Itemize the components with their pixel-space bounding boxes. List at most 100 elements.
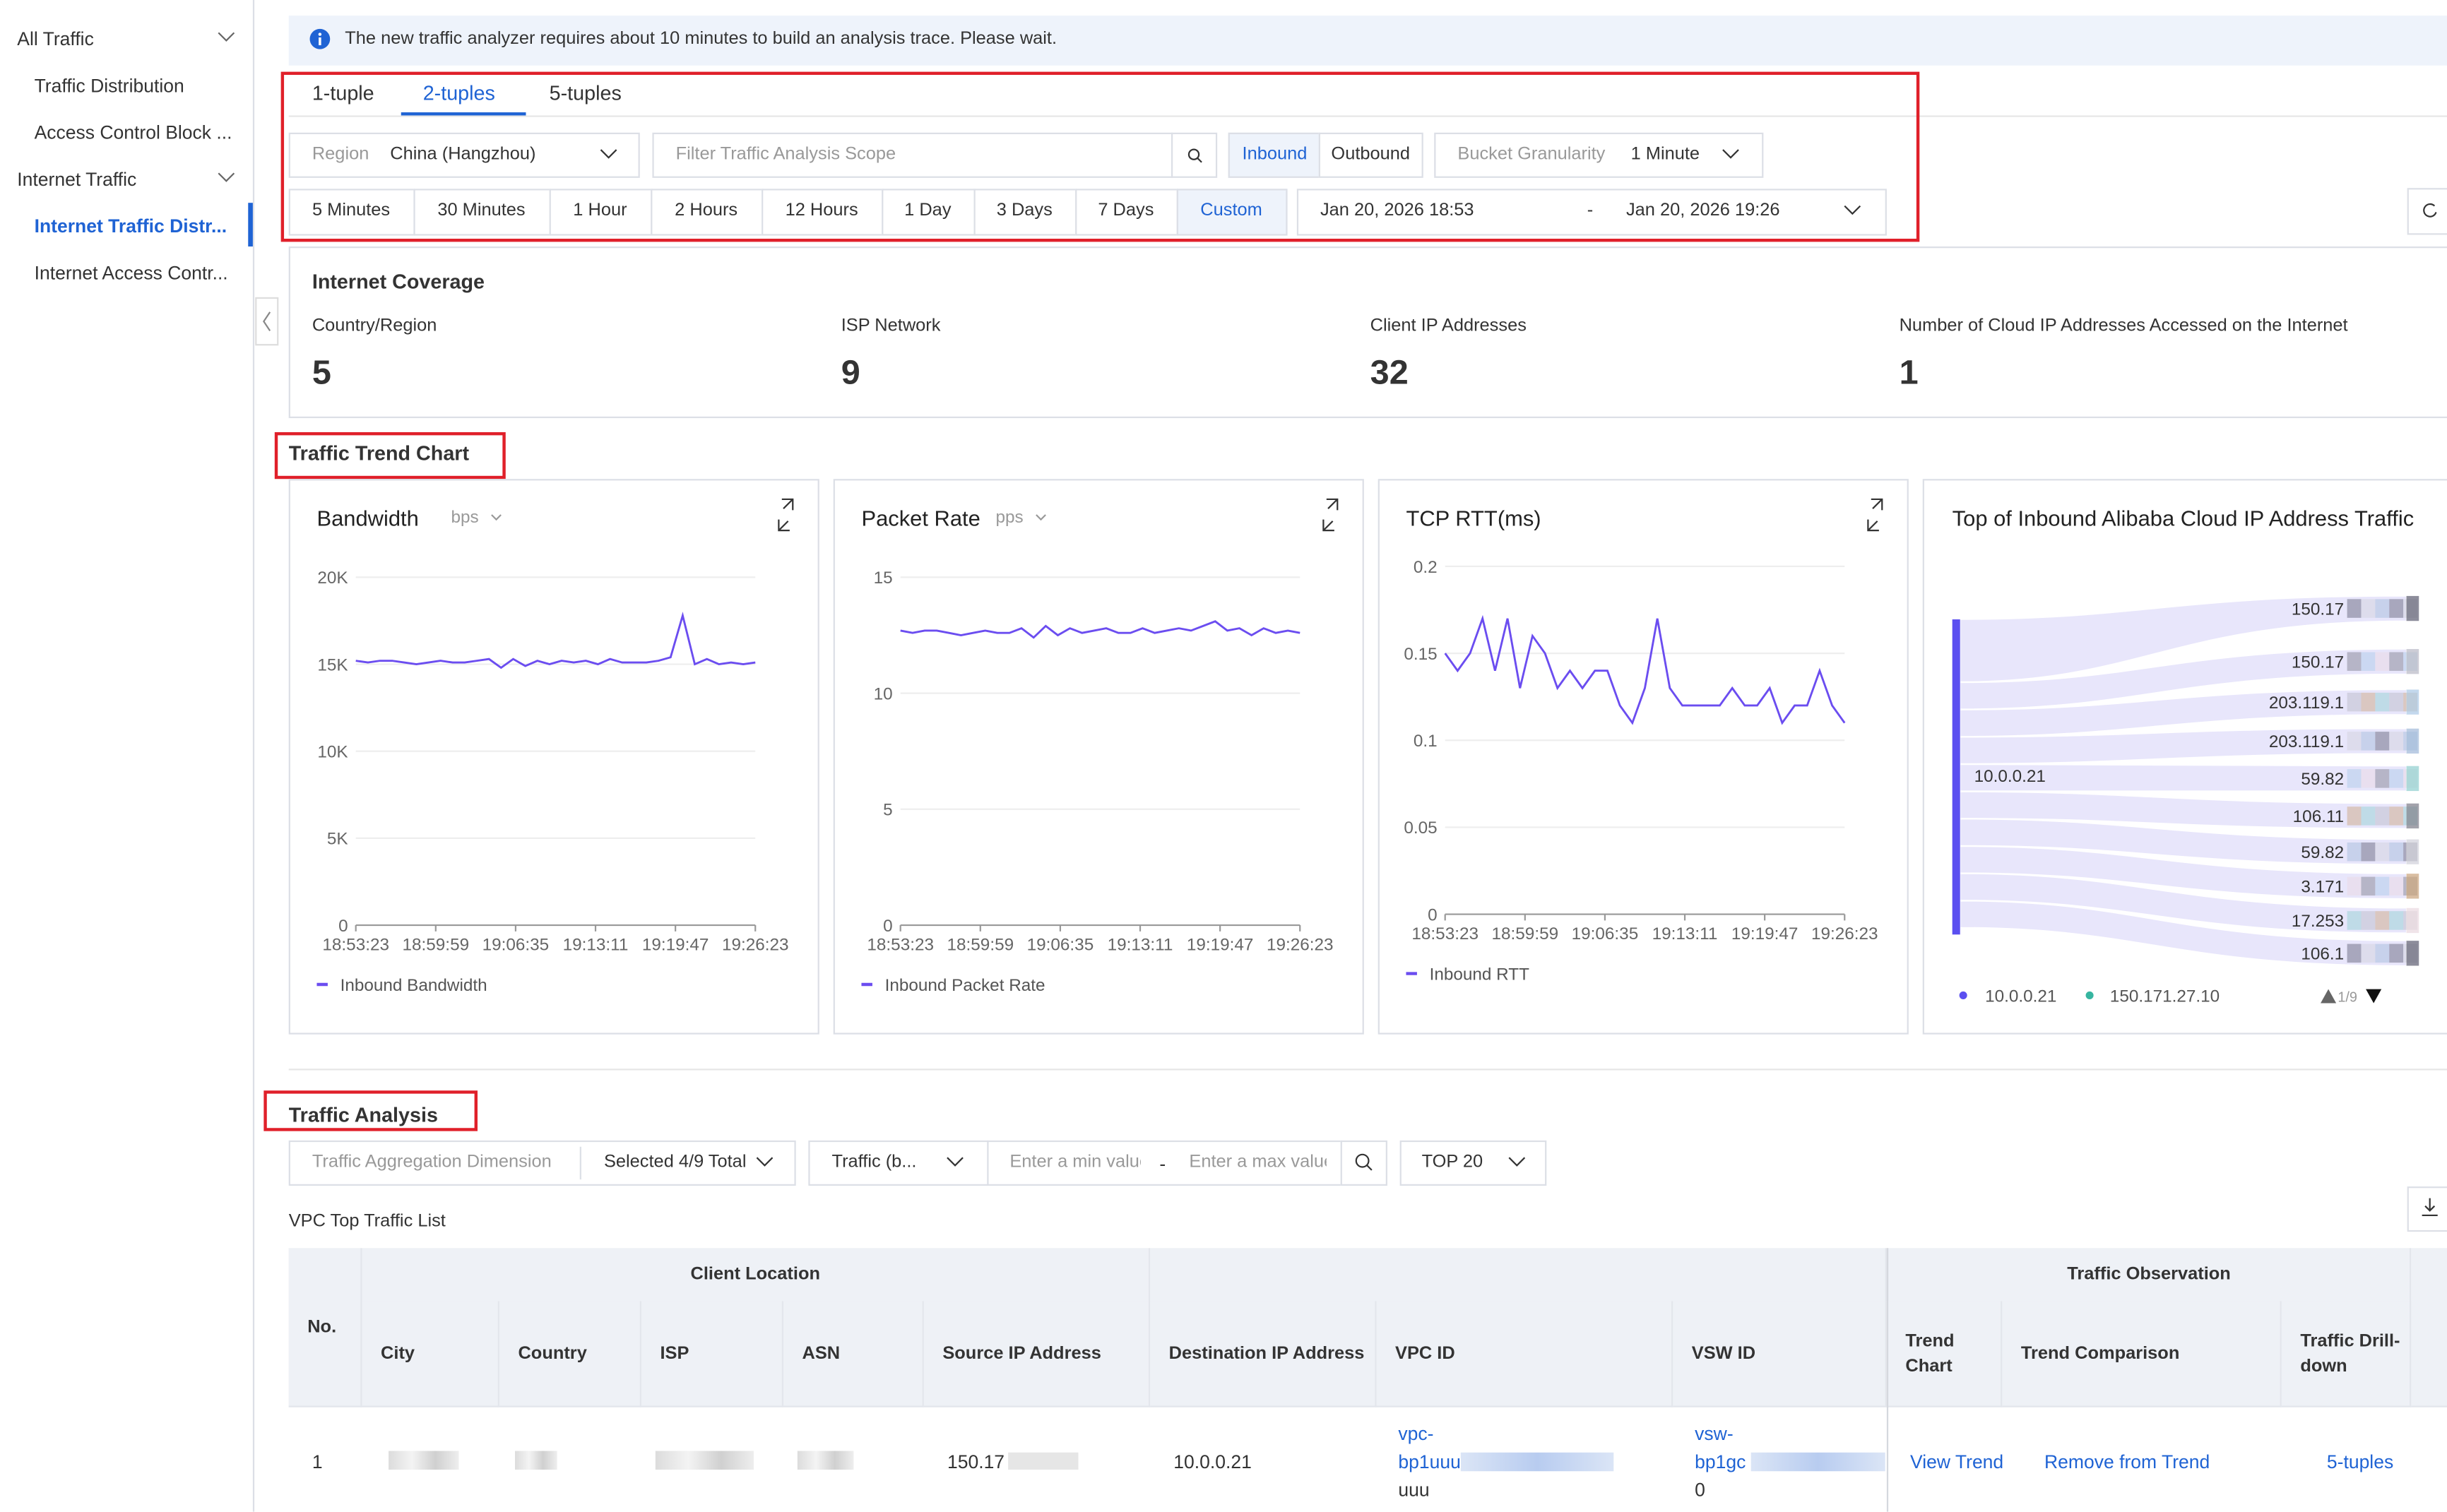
masked-cell (798, 1451, 854, 1470)
masked-cell (1751, 1453, 1885, 1472)
x-tick-label: 18:59:59 (403, 935, 470, 954)
legend-dot (1960, 992, 1967, 999)
group-header: Traffic Observation (1887, 1248, 2411, 1302)
column-header: Country (499, 1301, 641, 1407)
x-tick-label: 19:19:47 (642, 935, 709, 954)
x-tick-label: 19:06:35 (482, 935, 550, 954)
legend-label: 150.171.27.10 (2110, 987, 2220, 1006)
expand-icon[interactable] (778, 499, 793, 530)
masked-pixel (2347, 843, 2362, 862)
target-label: 106.11 (2293, 807, 2345, 826)
metric-value: 32 (1370, 352, 1409, 393)
refresh-button[interactable] (2408, 189, 2447, 234)
column-header: Source IP Address (924, 1301, 1150, 1407)
masked-pixel (2361, 911, 2375, 930)
x-tick-label: 18:53:23 (867, 935, 934, 954)
link[interactable]: 0 (1695, 1479, 1705, 1501)
x-tick-label: 19:13:11 (1652, 924, 1718, 943)
x-tick-label: 19:26:23 (1811, 924, 1878, 943)
action-link[interactable]: Remove from Trend (2044, 1451, 2210, 1473)
list-title: VPC Top Traffic List (289, 1213, 446, 1232)
target-label: 150.17 (2292, 653, 2344, 672)
action-link[interactable]: 5-tuples (2327, 1451, 2393, 1473)
divider (289, 1068, 2447, 1070)
metric-value: 5 (312, 352, 331, 393)
action-link[interactable]: View Trend (1910, 1451, 2003, 1473)
masked-pixel (2389, 806, 2403, 826)
link[interactable]: vpc- (1398, 1423, 1433, 1445)
column-header: ASN (783, 1301, 924, 1407)
masked-pixel (2361, 806, 2375, 826)
target-node (2407, 689, 2419, 714)
column-header: City (362, 1301, 499, 1407)
y-tick-label: 5 (883, 801, 893, 820)
masked-pixel (2375, 599, 2389, 618)
y-tick-label: 5K (327, 830, 348, 849)
x-tick-label: 18:53:23 (1411, 924, 1479, 943)
chart: Top of Inbound Alibaba Cloud IP Address … (1923, 479, 2447, 1034)
masked-pixel (2375, 652, 2389, 671)
column-header: No. (289, 1248, 362, 1407)
masked-cell (1008, 1453, 1078, 1470)
target-node (2407, 840, 2419, 864)
link[interactable]: bp1gc (1695, 1451, 1746, 1473)
masked-pixel (2361, 599, 2375, 618)
masked-pixel (2361, 693, 2375, 712)
search-icon (1356, 1155, 1369, 1167)
target-label: 59.82 (2301, 843, 2344, 862)
masked-pixel (2347, 652, 2362, 671)
page-next[interactable] (2366, 989, 2381, 1004)
chart-title: Packet Rate (861, 506, 980, 530)
source-label: 10.0.0.21 (1974, 767, 2046, 786)
target-node (2407, 941, 2419, 965)
series-line (1445, 619, 1845, 723)
highlight-box (275, 432, 506, 479)
column-divider (1887, 1248, 1888, 1511)
chart-title: Bandwidth (316, 506, 418, 530)
cell: 150.17 (947, 1451, 1005, 1473)
series-line (901, 621, 1300, 638)
masked-pixel (2347, 944, 2362, 963)
chevron (757, 1157, 1524, 1165)
y-tick-label: 0 (1428, 905, 1438, 924)
link[interactable]: bp1uuu (1398, 1451, 1460, 1473)
masked-cell (515, 1451, 557, 1470)
y-tick-label: 10K (317, 743, 348, 762)
metric-value: 1 (1900, 352, 1919, 393)
masked-pixel (2347, 877, 2362, 896)
y-tick-label: 0.05 (1404, 818, 1437, 838)
highlight-box (281, 72, 1920, 242)
masked-pixel (2375, 693, 2389, 712)
collapse-button[interactable] (256, 298, 278, 345)
legend-label: Inbound Packet Rate (885, 976, 1045, 995)
chart-title: TCP RTT(ms) (1406, 506, 1541, 530)
x-tick-label: 19:26:23 (722, 935, 789, 954)
x-tick-label: 19:19:47 (1187, 935, 1254, 954)
target-label: 3.171 (2301, 878, 2344, 897)
masked-pixel (2347, 769, 2362, 788)
expand-icon[interactable] (1323, 499, 1337, 530)
target-node (2407, 596, 2419, 621)
masked-pixel (2375, 732, 2389, 751)
expand-icon[interactable] (1868, 499, 1882, 530)
masked-pixel (2347, 806, 2362, 826)
x-tick-label: 19:06:35 (1572, 924, 1639, 943)
legend-label: Inbound RTT (1430, 965, 1530, 984)
y-tick-label: 0.1 (1414, 732, 1438, 751)
masked-pixel (2361, 843, 2375, 862)
link[interactable]: vsw- (1695, 1423, 1734, 1445)
metric-label: Client IP Addresses (1370, 316, 1527, 335)
x-tick-label: 18:59:59 (1492, 924, 1559, 943)
page-prev[interactable] (2321, 989, 2336, 1004)
unit-select[interactable]: pps (995, 508, 1023, 527)
target-label: 17.253 (2292, 912, 2344, 931)
target-label: 203.119.1 (2269, 732, 2344, 751)
series-line (356, 616, 756, 668)
target-node (2407, 804, 2419, 828)
masked-pixel (2389, 877, 2403, 896)
link[interactable]: uuu (1398, 1479, 1429, 1501)
masked-pixel (2375, 911, 2389, 930)
unit-select[interactable]: bps (451, 508, 478, 527)
y-tick-label: 0 (883, 917, 893, 936)
